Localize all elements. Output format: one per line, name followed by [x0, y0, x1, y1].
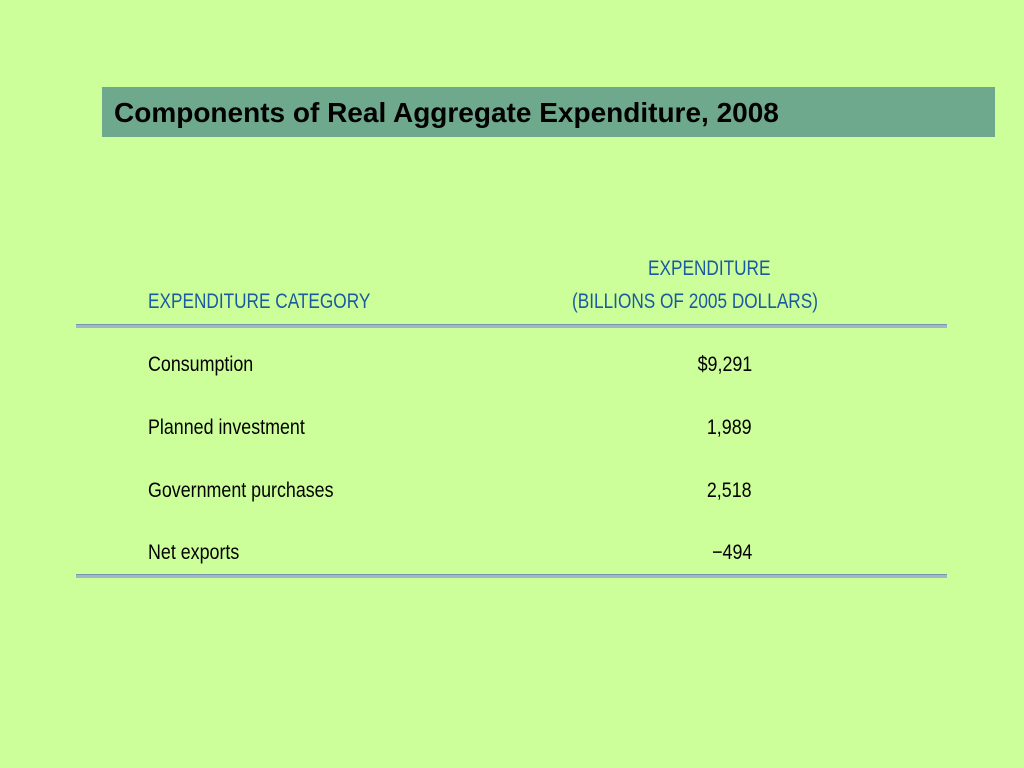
title-banner: Components of Real Aggregate Expenditure…	[102, 87, 995, 137]
table-bottom-rule	[76, 574, 947, 578]
row-label-consumption: Consumption	[148, 353, 254, 376]
slide-title: Components of Real Aggregate Expenditure…	[114, 97, 779, 128]
row-label-government-purchases: Government purchases	[148, 479, 334, 502]
row-label-planned-investment: Planned investment	[148, 416, 305, 439]
table-top-rule	[76, 324, 947, 328]
header-expenditure: EXPENDITURE	[648, 257, 771, 280]
header-expenditure-category: EXPENDITURE CATEGORY	[148, 290, 371, 313]
row-value-net-exports: −494	[711, 541, 752, 564]
header-expenditure-units: (BILLIONS OF 2005 DOLLARS)	[572, 290, 818, 313]
row-label-net-exports: Net exports	[148, 541, 240, 564]
row-value-planned-investment: 1,989	[707, 416, 752, 439]
row-value-government-purchases: 2,518	[707, 479, 752, 502]
row-value-consumption: $9,291	[697, 353, 752, 376]
